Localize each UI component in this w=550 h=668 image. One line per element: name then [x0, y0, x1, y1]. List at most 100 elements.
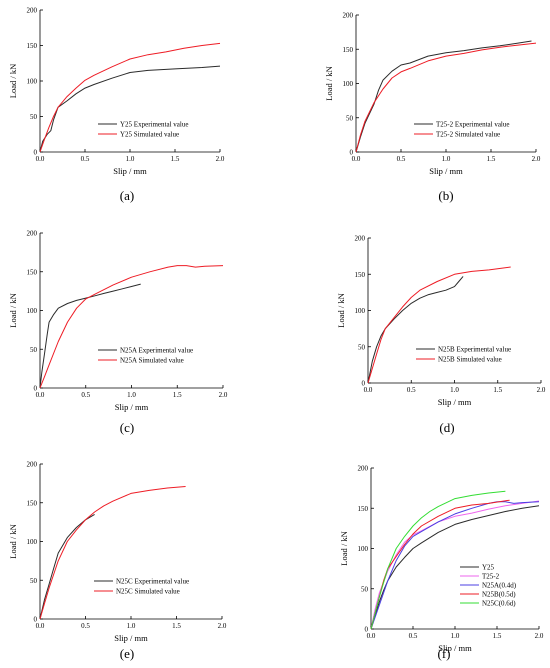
series-line: [39, 65, 221, 153]
panel-label: (f): [438, 646, 451, 661]
legend-label: N25C Experimental value: [116, 578, 189, 586]
x-tick-label: 2.0: [216, 155, 225, 163]
y-tick-label: 100: [358, 545, 369, 553]
chart-panel: 0.0 0.5 1.0 1.5 2.0 0 50 100 150 200 Slip / mm Load…: [8, 461, 227, 662]
y-axis-title: Load / kN: [8, 64, 18, 98]
y-tick-label: 0: [365, 626, 369, 634]
legend-label: N25A(0.4d): [482, 582, 517, 590]
x-tick-label: 0.5: [81, 391, 90, 399]
legend-label: Y25 Experimental value: [120, 121, 188, 129]
x-tick-label: 1.5: [171, 155, 180, 163]
y-tick-label: 150: [358, 505, 369, 513]
y-tick-label: 150: [355, 271, 366, 279]
x-tick-label: 2.0: [219, 391, 228, 399]
x-axis-title: Slip / mm: [114, 633, 148, 643]
x-tick-label: 0.0: [364, 386, 373, 394]
x-tick-label: 1.0: [451, 632, 460, 640]
y-tick-label: 100: [27, 538, 38, 546]
panel-label: (a): [120, 188, 134, 203]
legend-label: N25A Experimental value: [120, 347, 193, 355]
x-tick-label: 0.0: [352, 155, 361, 163]
series-line: [355, 40, 532, 153]
series-line: [355, 42, 537, 153]
x-tick-label: 1.5: [172, 622, 181, 630]
panel-label: (d): [439, 420, 454, 435]
chart-panel: 0.0 0.5 1.0 1.5 2.0 0 50 100 150 200 Slip / mm Load…: [336, 235, 546, 436]
y-tick-label: 100: [343, 80, 354, 88]
series-line: [367, 276, 464, 384]
legend-label: N25B Experimental value: [438, 346, 511, 354]
series-line: [367, 266, 511, 384]
series-line: [370, 505, 540, 630]
legend-label: T25-2: [482, 573, 500, 581]
legend-label: N25C Simulated value: [116, 588, 180, 596]
x-tick-label: 1.5: [493, 386, 502, 394]
legend-label: Y25 Simulated value: [120, 131, 179, 139]
series-line: [39, 283, 141, 389]
legend-label: T25-2 Simulated value: [436, 131, 500, 139]
x-tick-label: 2.0: [535, 632, 544, 640]
y-tick-label: 200: [27, 7, 38, 15]
y-tick-label: 200: [358, 465, 369, 473]
x-tick-label: 0.0: [36, 391, 45, 399]
x-tick-label: 1.0: [442, 155, 451, 163]
series-line: [39, 513, 95, 620]
y-tick-label: 150: [343, 46, 354, 54]
legend-label: Y25: [482, 564, 495, 572]
series-line: [39, 486, 186, 620]
x-tick-label: 1.0: [126, 155, 135, 163]
x-tick-label: 0.5: [81, 622, 90, 630]
y-tick-label: 0: [350, 149, 354, 157]
y-tick-label: 50: [30, 577, 38, 585]
x-tick-label: 1.5: [493, 632, 502, 640]
chart-panel: 0.0 0.5 1.0 1.5 2.0 0 50 100 150 200 Slip / mm Load…: [324, 12, 541, 204]
x-tick-label: 0.0: [36, 622, 45, 630]
x-axis-title: Slip / mm: [429, 166, 463, 176]
series-line: [39, 42, 221, 153]
chart-panel: 0.0 0.5 1.0 1.5 2.0 0 50 100 150 200 Slip / mm Load…: [339, 465, 544, 662]
y-tick-label: 100: [27, 307, 38, 315]
y-tick-label: 50: [30, 346, 38, 354]
y-axis-title: Load / kN: [8, 293, 18, 327]
x-tick-label: 1.5: [487, 155, 496, 163]
x-tick-label: 1.5: [173, 391, 182, 399]
x-tick-label: 0.5: [397, 155, 406, 163]
y-tick-label: 50: [30, 113, 38, 121]
y-tick-label: 50: [358, 343, 366, 351]
x-tick-label: 1.0: [450, 386, 459, 394]
legend-label: N25A Simulated value: [120, 357, 184, 365]
x-axis-title: Slip / mm: [438, 643, 472, 653]
y-tick-label: 150: [27, 499, 38, 507]
x-tick-label: 0.5: [81, 155, 90, 163]
y-tick-label: 50: [346, 114, 354, 122]
x-tick-label: 0.0: [36, 155, 45, 163]
y-tick-label: 100: [27, 78, 38, 86]
legend-label: N25C(0.6d): [482, 600, 516, 608]
legend-label: T25-2 Experimental value: [436, 121, 509, 129]
y-axis-title: Load / kN: [336, 293, 346, 327]
x-tick-label: 1.0: [127, 391, 136, 399]
y-axis-title: Load / kN: [339, 531, 349, 565]
x-tick-label: 0.0: [367, 632, 376, 640]
panel-label: (c): [120, 420, 134, 435]
y-tick-label: 50: [361, 585, 369, 593]
x-tick-label: 2.0: [218, 622, 227, 630]
panel-label: (e): [120, 646, 134, 661]
y-tick-label: 0: [34, 385, 38, 393]
y-tick-label: 150: [27, 268, 38, 276]
y-tick-label: 200: [355, 235, 366, 243]
y-tick-label: 200: [27, 461, 38, 469]
x-axis-title: Slip / mm: [113, 166, 147, 176]
series-line: [39, 265, 224, 389]
y-tick-label: 0: [34, 149, 38, 157]
x-tick-label: 1.0: [127, 622, 136, 630]
x-tick-label: 0.5: [409, 632, 418, 640]
chart-panel: 0.0 0.5 1.0 1.5 2.0 0 50 100 150 200 Slip / mm Load…: [8, 230, 228, 436]
x-tick-label: 2.0: [537, 386, 546, 394]
series-line: [370, 501, 540, 630]
series-line: [370, 490, 506, 630]
x-tick-label: 0.5: [407, 386, 416, 394]
y-tick-label: 100: [355, 307, 366, 315]
x-axis-title: Slip / mm: [115, 402, 149, 412]
x-tick-label: 2.0: [532, 155, 541, 163]
